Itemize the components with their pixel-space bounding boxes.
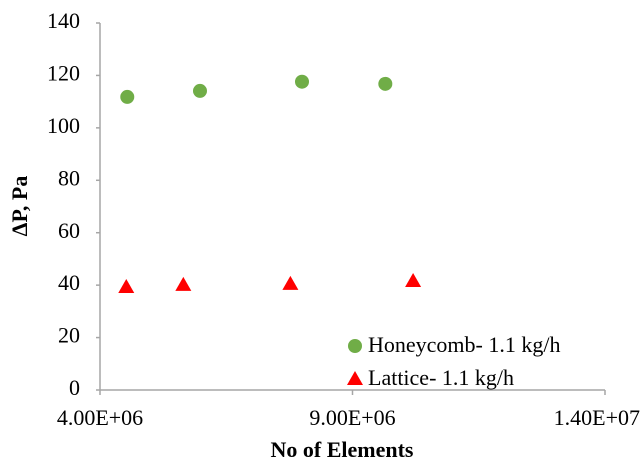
- point: [118, 278, 135, 293]
- x-axis-label: No of Elements: [271, 437, 414, 462]
- legend-marker: [348, 339, 362, 353]
- legend-label: Lattice- 1.1 kg/h: [368, 365, 514, 390]
- point: [175, 276, 192, 291]
- y-tick-label: 20: [58, 323, 80, 348]
- y-tick-label: 60: [58, 218, 80, 243]
- y-axis-label: ΔP, Pa: [7, 176, 32, 237]
- point: [120, 89, 135, 104]
- y-tick-label: 100: [47, 113, 80, 138]
- point: [192, 83, 207, 98]
- y-tick-label: 80: [58, 165, 80, 190]
- x-tick-label: 9.00E+06: [309, 405, 395, 430]
- y-tick-label: 40: [58, 270, 80, 295]
- x-tick-label: 1.40E+07: [554, 405, 640, 430]
- y-tick-label: 0: [69, 375, 80, 400]
- y-tick-label: 120: [47, 60, 80, 85]
- point: [282, 275, 299, 290]
- y-tick-label: 140: [47, 8, 80, 33]
- legend-marker: [347, 371, 363, 385]
- x-tick-label: 4.00E+06: [57, 405, 143, 430]
- point: [405, 272, 422, 287]
- legend-label: Honeycomb- 1.1 kg/h: [368, 332, 560, 357]
- point: [378, 76, 393, 91]
- point: [295, 74, 309, 89]
